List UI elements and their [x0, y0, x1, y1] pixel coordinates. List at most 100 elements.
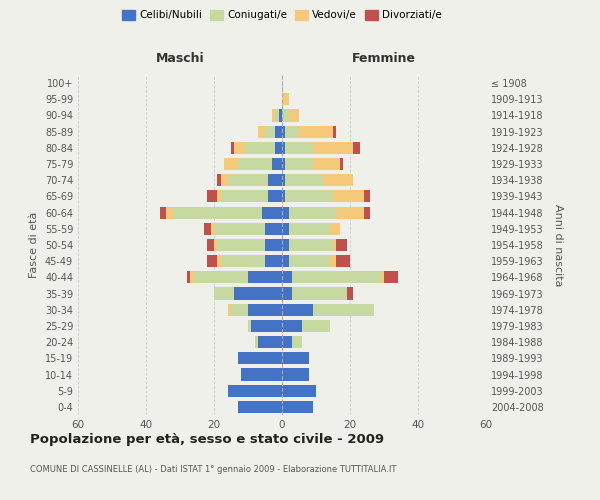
Bar — [333, 239, 337, 251]
Text: Popolazione per età, sesso e stato civile - 2009: Popolazione per età, sesso e stato civil… — [30, 432, 384, 446]
Bar — [248, 320, 251, 332]
Bar — [207, 239, 214, 251]
Bar — [214, 222, 265, 235]
Bar — [282, 368, 309, 380]
Bar — [282, 272, 292, 283]
Bar — [227, 304, 231, 316]
Text: COMUNE DI CASSINELLE (AL) - Dati ISTAT 1° gennaio 2009 - Elaborazione TUTTITALIA: COMUNE DI CASSINELLE (AL) - Dati ISTAT 1… — [30, 466, 397, 474]
Legend: Celibi/Nubili, Coniugati/e, Vedovi/e, Divorziati/e: Celibi/Nubili, Coniugati/e, Vedovi/e, Di… — [122, 10, 442, 20]
Bar — [173, 206, 262, 218]
Bar — [329, 255, 337, 268]
Bar — [235, 142, 245, 154]
Bar — [282, 174, 286, 186]
Bar — [251, 320, 282, 332]
Bar — [289, 255, 329, 268]
Bar — [262, 206, 282, 218]
Bar — [227, 174, 268, 186]
Bar — [286, 142, 313, 154]
Bar — [238, 158, 272, 170]
Bar — [272, 158, 282, 170]
Bar — [282, 401, 313, 413]
Bar — [190, 272, 194, 283]
Bar — [286, 126, 299, 138]
Bar — [340, 158, 343, 170]
Bar — [258, 126, 265, 138]
Bar — [214, 239, 217, 251]
Text: Maschi: Maschi — [155, 52, 205, 66]
Bar — [272, 110, 275, 122]
Bar — [282, 142, 286, 154]
Bar — [333, 190, 364, 202]
Bar — [211, 222, 214, 235]
Bar — [313, 304, 374, 316]
Bar — [187, 272, 190, 283]
Bar — [282, 158, 286, 170]
Bar — [282, 93, 289, 106]
Bar — [204, 222, 211, 235]
Bar — [268, 174, 282, 186]
Bar — [329, 222, 340, 235]
Y-axis label: Anni di nascita: Anni di nascita — [553, 204, 563, 286]
Y-axis label: Fasce di età: Fasce di età — [29, 212, 39, 278]
Bar — [313, 142, 353, 154]
Bar — [384, 272, 398, 283]
Bar — [214, 288, 235, 300]
Bar — [292, 272, 380, 283]
Bar — [241, 368, 282, 380]
Bar — [227, 384, 282, 397]
Bar — [217, 239, 265, 251]
Bar — [255, 336, 258, 348]
Bar — [160, 206, 166, 218]
Bar — [221, 255, 265, 268]
Bar — [265, 255, 282, 268]
Bar — [323, 174, 353, 186]
Bar — [282, 320, 302, 332]
Bar — [224, 158, 238, 170]
Bar — [275, 126, 282, 138]
Bar — [207, 190, 217, 202]
Bar — [282, 352, 309, 364]
Bar — [380, 272, 384, 283]
Bar — [282, 304, 313, 316]
Bar — [207, 255, 217, 268]
Bar — [364, 206, 370, 218]
Bar — [282, 384, 316, 397]
Bar — [286, 190, 333, 202]
Bar — [353, 142, 360, 154]
Bar — [286, 174, 323, 186]
Text: Femmine: Femmine — [352, 52, 416, 66]
Bar — [333, 126, 337, 138]
Bar — [275, 110, 278, 122]
Bar — [337, 255, 350, 268]
Bar — [278, 110, 282, 122]
Bar — [265, 222, 282, 235]
Bar — [282, 222, 289, 235]
Bar — [221, 174, 227, 186]
Bar — [289, 110, 299, 122]
Bar — [282, 190, 286, 202]
Bar — [258, 336, 282, 348]
Bar — [166, 206, 173, 218]
Bar — [282, 239, 289, 251]
Bar — [289, 222, 329, 235]
Bar — [248, 304, 282, 316]
Bar — [286, 158, 313, 170]
Bar — [275, 142, 282, 154]
Bar — [347, 288, 353, 300]
Bar — [194, 272, 248, 283]
Bar — [289, 239, 333, 251]
Bar — [238, 401, 282, 413]
Bar — [282, 126, 286, 138]
Bar — [299, 126, 333, 138]
Bar — [313, 158, 340, 170]
Bar — [282, 336, 292, 348]
Bar — [231, 142, 235, 154]
Bar — [292, 288, 347, 300]
Bar — [245, 142, 275, 154]
Bar — [337, 206, 364, 218]
Bar — [217, 190, 221, 202]
Bar — [337, 239, 347, 251]
Bar — [282, 288, 292, 300]
Bar — [217, 255, 221, 268]
Bar — [292, 336, 302, 348]
